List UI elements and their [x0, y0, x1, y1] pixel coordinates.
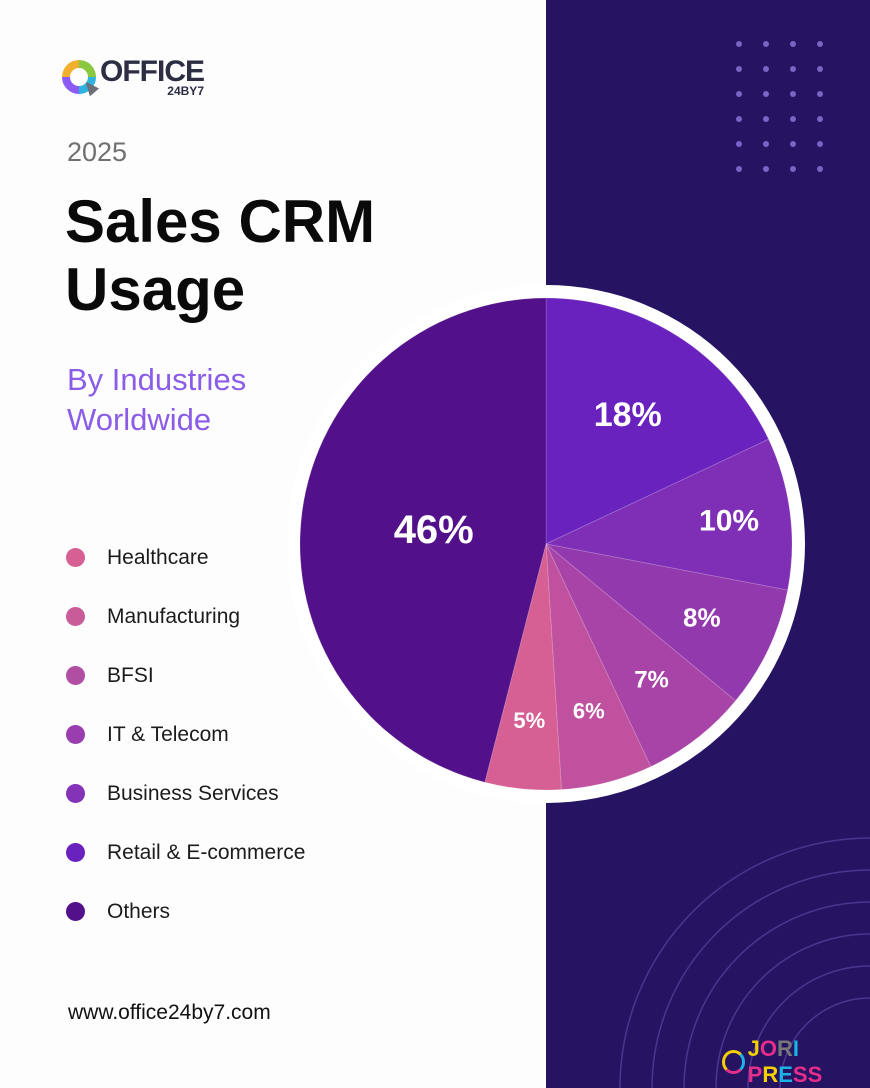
cursor-arrow-icon [80, 77, 100, 97]
legend-item: BFSI [66, 646, 305, 705]
pie-slice-retail-e-commerce [545, 297, 770, 545]
grid-dot [763, 116, 769, 122]
legend-label: IT & Telecom [107, 722, 229, 746]
slice-label: 6% [573, 698, 605, 723]
slice-label: 8% [683, 602, 721, 632]
legend-label: Retail & E-commerce [107, 840, 306, 864]
grid-dot [790, 166, 796, 172]
legend-item: Manufacturing [66, 587, 305, 646]
pie-slice-others [299, 297, 547, 783]
grid-dot [736, 66, 742, 72]
pie-slice-healthcare [484, 543, 562, 791]
watermark-letter: S [792, 1062, 808, 1087]
legend-label: Others [107, 899, 171, 923]
grid-dot [790, 116, 796, 122]
logo-sub-text: 24BY7 [167, 84, 204, 98]
watermark-letter: R [777, 1036, 793, 1061]
grid-dot [763, 41, 769, 47]
legend-label: BFSI [107, 663, 154, 687]
slice-label: 18% [594, 396, 662, 434]
grid-dot [736, 41, 742, 47]
grid-dot [763, 141, 769, 147]
legend-item: Business Services [66, 764, 305, 823]
legend-label: Manufacturing [107, 604, 241, 628]
legend-dot-icon [66, 666, 85, 685]
dot-grid-decoration [736, 41, 825, 172]
watermark-letter: S [807, 1062, 823, 1087]
grid-dot [817, 66, 823, 72]
grid-dot [736, 166, 742, 172]
website-link[interactable]: www.office24by7.com [68, 1001, 271, 1024]
legend-dot-icon [66, 548, 85, 567]
jori-press-watermark: JORI PRESS [722, 1036, 870, 1088]
grid-dot [817, 41, 823, 47]
title-line-2: Usage [65, 256, 246, 323]
watermark-letter: R [762, 1062, 779, 1087]
slice-label: 7% [634, 667, 669, 694]
legend-item: IT & Telecom [66, 705, 305, 764]
grid-dot [790, 91, 796, 97]
subtitle: By Industries Worldwide [67, 360, 246, 440]
office24by7-logo: OFFICE 24BY7 [62, 55, 205, 98]
legend-label: Healthcare [107, 545, 209, 569]
subtitle-line-2: Worldwide [67, 402, 212, 437]
year-label: 2025 [67, 137, 128, 167]
legend-dot-icon [66, 725, 85, 744]
slice-label: 46% [394, 508, 474, 552]
pie-slice-it-telecom [545, 543, 789, 702]
legend-dot-icon [66, 843, 85, 862]
logo-main-text: OFFICE [100, 55, 205, 88]
grid-dot [790, 141, 796, 147]
legend-dot-icon [66, 607, 85, 626]
legend-dot-icon [66, 784, 85, 803]
legend-item: Others [66, 882, 305, 941]
watermark-letter: O [759, 1036, 778, 1061]
subtitle-line-1: By Industries [67, 362, 247, 397]
legend-label: Business Services [107, 781, 279, 805]
legend-item: Healthcare [66, 528, 305, 587]
grid-dot [817, 141, 823, 147]
grid-dot [817, 91, 823, 97]
grid-dot [790, 66, 796, 72]
watermark-letter: I [792, 1036, 800, 1061]
jori-press-logo-icon [722, 1050, 745, 1074]
legend-dot-icon [66, 902, 85, 921]
legend-item: Retail & E-commerce [66, 823, 305, 882]
grid-dot [763, 66, 769, 72]
logo-ring-icon [62, 60, 100, 97]
grid-dot [736, 141, 742, 147]
chart-legend: Healthcare Manufacturing BFSI IT & Telec… [66, 528, 305, 941]
watermark-letter: P [747, 1062, 763, 1087]
grid-dot [763, 166, 769, 172]
slice-label: 5% [513, 708, 545, 733]
grid-dot [736, 91, 742, 97]
pie-slice-bfsi [545, 543, 737, 768]
page-title: Sales CRM Usage [65, 188, 375, 324]
watermark-letter: E [778, 1062, 793, 1087]
title-line-1: Sales CRM [65, 188, 376, 255]
grid-dot [763, 91, 769, 97]
jori-press-text: JORI PRESS [748, 1036, 870, 1088]
slice-label: 10% [699, 504, 759, 537]
grid-dot [817, 116, 823, 122]
pie-slice-manufacturing [545, 543, 652, 791]
grid-dot [817, 166, 823, 172]
watermark-letter: J [747, 1036, 760, 1061]
grid-dot [736, 116, 742, 122]
grid-dot [790, 41, 796, 47]
pie-slice-business-services [544, 438, 793, 591]
